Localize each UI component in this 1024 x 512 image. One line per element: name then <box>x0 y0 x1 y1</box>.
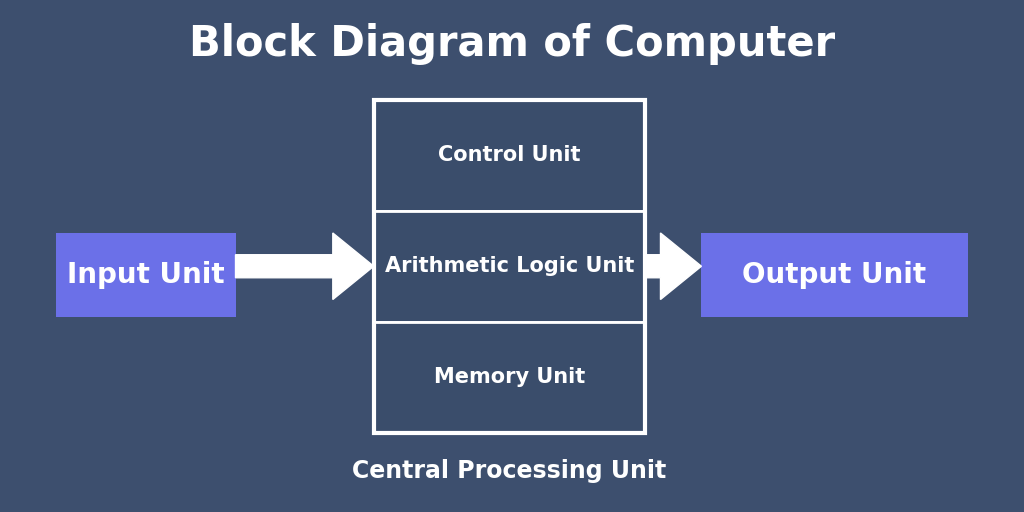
Text: Input Unit: Input Unit <box>68 261 224 289</box>
Bar <box>374 100 645 433</box>
Bar <box>374 100 645 211</box>
Text: Arithmetic Logic Unit: Arithmetic Logic Unit <box>385 256 634 276</box>
Text: Central Processing Unit: Central Processing Unit <box>352 459 667 483</box>
Bar <box>701 233 968 317</box>
Text: Control Unit: Control Unit <box>438 145 581 165</box>
Bar <box>56 233 236 317</box>
FancyArrow shape <box>645 233 701 300</box>
Text: Output Unit: Output Unit <box>742 261 927 289</box>
Text: Block Diagram of Computer: Block Diagram of Computer <box>189 23 835 65</box>
FancyArrow shape <box>236 233 374 300</box>
Bar <box>374 322 645 433</box>
Text: Memory Unit: Memory Unit <box>434 367 585 387</box>
Bar <box>374 211 645 322</box>
